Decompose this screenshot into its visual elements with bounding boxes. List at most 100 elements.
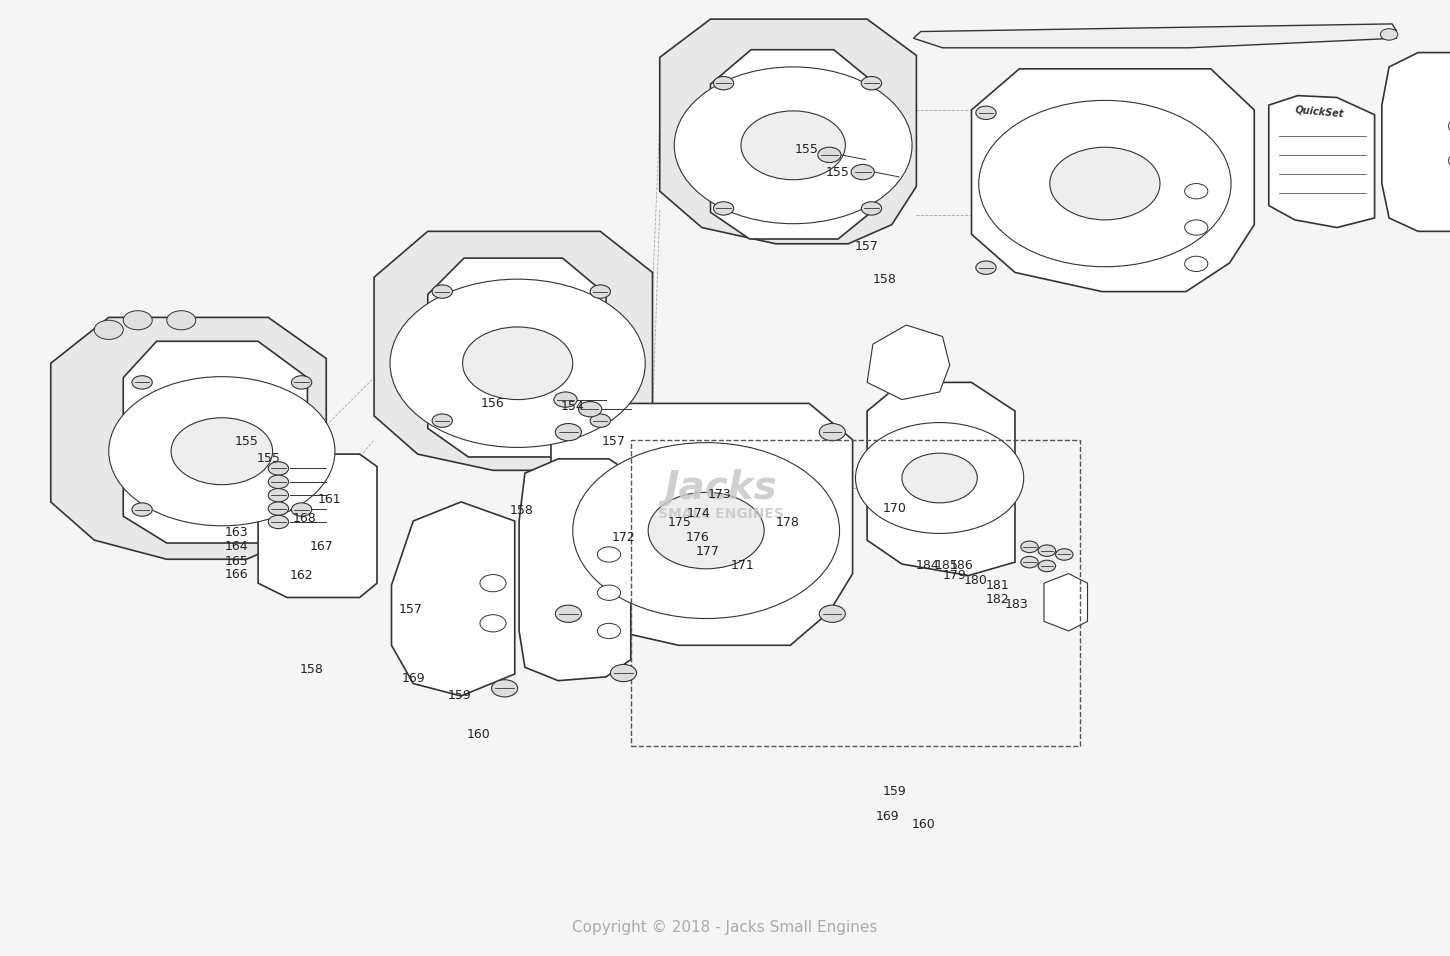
Circle shape	[1449, 118, 1450, 135]
Circle shape	[741, 111, 845, 180]
Circle shape	[167, 311, 196, 330]
Circle shape	[554, 392, 577, 407]
Text: 161: 161	[318, 492, 341, 506]
Circle shape	[555, 605, 581, 622]
Text: 171: 171	[731, 559, 754, 573]
Text: 166: 166	[225, 568, 248, 581]
Circle shape	[861, 202, 882, 215]
Polygon shape	[428, 258, 606, 457]
Text: 173: 173	[708, 488, 731, 501]
Text: 178: 178	[776, 516, 799, 530]
Text: 158: 158	[510, 504, 534, 517]
Circle shape	[818, 147, 841, 163]
Circle shape	[579, 402, 602, 417]
Circle shape	[109, 377, 335, 526]
Circle shape	[268, 515, 289, 529]
Text: 162: 162	[290, 569, 313, 582]
Text: 184: 184	[916, 559, 940, 573]
Text: 176: 176	[686, 531, 709, 544]
Circle shape	[123, 311, 152, 330]
Text: Jacks: Jacks	[664, 468, 777, 507]
Circle shape	[1038, 545, 1056, 556]
Circle shape	[463, 327, 573, 400]
Text: 186: 186	[950, 559, 973, 573]
Text: 159: 159	[448, 688, 471, 702]
Polygon shape	[551, 403, 853, 645]
Text: 163: 163	[225, 526, 248, 539]
Text: 159: 159	[883, 785, 906, 798]
Polygon shape	[51, 317, 326, 559]
Text: 164: 164	[225, 540, 248, 554]
Text: 154: 154	[561, 400, 584, 413]
Text: QuickSet: QuickSet	[1295, 104, 1344, 119]
Circle shape	[1185, 184, 1208, 199]
Circle shape	[432, 414, 452, 427]
Text: 155: 155	[826, 165, 850, 179]
Circle shape	[610, 664, 637, 682]
Text: 157: 157	[602, 435, 625, 448]
Text: 183: 183	[1005, 598, 1028, 611]
Circle shape	[1021, 541, 1038, 553]
Text: 168: 168	[293, 511, 316, 525]
Circle shape	[976, 106, 996, 120]
Text: 179: 179	[942, 569, 966, 582]
Text: 157: 157	[399, 603, 422, 617]
Text: 158: 158	[873, 272, 896, 286]
Circle shape	[432, 285, 452, 298]
Polygon shape	[123, 341, 307, 543]
Text: 156: 156	[481, 397, 505, 410]
Text: 182: 182	[986, 593, 1009, 606]
Circle shape	[1380, 29, 1398, 40]
Polygon shape	[392, 502, 515, 696]
Circle shape	[590, 285, 610, 298]
Circle shape	[819, 424, 845, 441]
Circle shape	[1050, 147, 1160, 220]
Circle shape	[555, 424, 581, 441]
Text: SMALL ENGINES: SMALL ENGINES	[658, 508, 783, 521]
Circle shape	[861, 76, 882, 90]
Circle shape	[819, 605, 845, 622]
Circle shape	[713, 76, 734, 90]
Circle shape	[590, 414, 610, 427]
Circle shape	[856, 423, 1024, 533]
Polygon shape	[710, 50, 876, 239]
Circle shape	[1038, 560, 1056, 572]
Circle shape	[268, 502, 289, 515]
Polygon shape	[258, 454, 377, 598]
Circle shape	[1021, 556, 1038, 568]
Circle shape	[291, 376, 312, 389]
Polygon shape	[972, 69, 1254, 292]
Text: 167: 167	[310, 540, 334, 554]
Polygon shape	[374, 231, 652, 470]
Text: 160: 160	[467, 728, 490, 741]
Bar	[631, 440, 1080, 746]
Circle shape	[573, 443, 840, 619]
Text: 155: 155	[235, 435, 258, 448]
Text: 172: 172	[612, 531, 635, 544]
Text: 160: 160	[912, 817, 935, 831]
Text: 169: 169	[876, 810, 899, 823]
Circle shape	[597, 623, 621, 639]
Polygon shape	[1382, 53, 1450, 231]
Polygon shape	[660, 19, 916, 244]
Circle shape	[597, 585, 621, 600]
Polygon shape	[914, 24, 1396, 48]
Polygon shape	[1269, 96, 1375, 228]
Circle shape	[291, 503, 312, 516]
Circle shape	[171, 418, 273, 485]
Polygon shape	[519, 459, 631, 681]
Text: 169: 169	[402, 672, 425, 685]
Circle shape	[1449, 152, 1450, 169]
Circle shape	[480, 575, 506, 592]
Circle shape	[1185, 220, 1208, 235]
Text: 155: 155	[795, 142, 818, 156]
Circle shape	[597, 547, 621, 562]
Text: 155: 155	[257, 452, 280, 466]
Text: 181: 181	[986, 578, 1009, 592]
Circle shape	[674, 67, 912, 224]
Circle shape	[1056, 549, 1073, 560]
Text: Copyright © 2018 - Jacks Small Engines: Copyright © 2018 - Jacks Small Engines	[573, 920, 877, 935]
Circle shape	[132, 503, 152, 516]
Text: 174: 174	[687, 507, 710, 520]
Text: 185: 185	[935, 559, 958, 573]
